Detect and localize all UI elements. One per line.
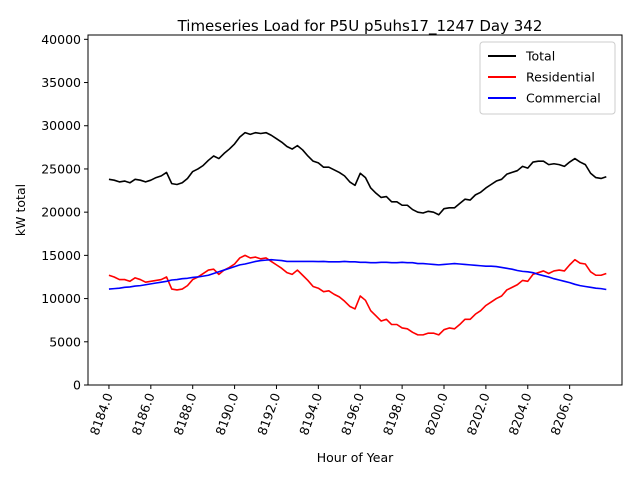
- plot-area-frame: [87, 34, 623, 386]
- y-tick-label: 35000: [41, 75, 81, 90]
- legend: Total Residential Commercial: [479, 41, 616, 115]
- y-tick-label: 30000: [41, 118, 81, 133]
- x-axis-label: Hour of Year: [317, 450, 394, 465]
- series-line-residential: [108, 254, 607, 336]
- y-tick-label: 25000: [41, 161, 81, 176]
- y-tick-label: 15000: [41, 248, 81, 263]
- y-axis: 0 5000 10000 15000 20000 25000 30000 35000 40000: [41, 32, 88, 393]
- legend-label-residential: Residential: [526, 70, 595, 85]
- legend-label-commercial: Commercial: [526, 91, 601, 106]
- chart-title: Timeseries Load for P5U p5uhs17_1247 Day…: [177, 17, 543, 36]
- y-tick-label: 40000: [41, 32, 81, 47]
- y-tick-label: 0: [73, 378, 81, 393]
- y-tick-label: 10000: [41, 291, 81, 306]
- y-tick-label: 5000: [49, 334, 81, 349]
- y-axis-label: kW total: [13, 184, 28, 236]
- series-line-commercial: [108, 258, 607, 291]
- y-tick-label: 20000: [41, 205, 81, 220]
- legend-box: [479, 41, 616, 115]
- series-layer: [108, 131, 607, 336]
- series-line-total: [108, 131, 607, 216]
- legend-label-total: Total: [525, 49, 555, 64]
